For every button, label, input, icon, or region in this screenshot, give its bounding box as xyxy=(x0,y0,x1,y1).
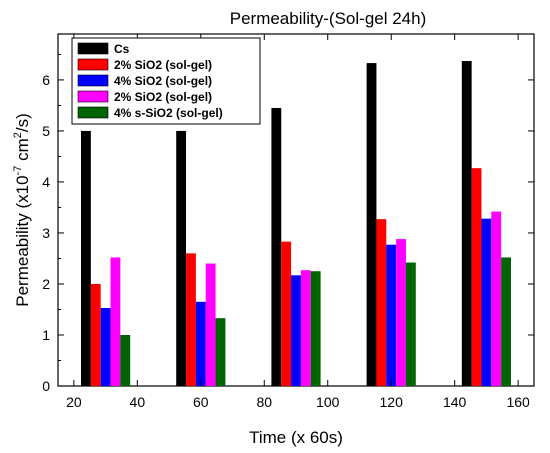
bar xyxy=(281,241,292,386)
bar xyxy=(271,107,282,387)
y-tick-label: 1 xyxy=(42,327,50,343)
bar xyxy=(300,270,311,386)
legend-label: 4% s-SiO2 (sol-gel) xyxy=(114,106,223,120)
chart-title: Permeability-(Sol-gel 24h) xyxy=(230,9,427,28)
legend-label: Cs xyxy=(114,42,130,56)
bar xyxy=(195,301,206,386)
ticks-layer: 0 1 2 3 4 5 6 20 40 60 80 100 120 140 160 xyxy=(42,34,534,410)
bar xyxy=(176,130,187,386)
legend-swatch xyxy=(77,42,109,55)
y-axis-label: Permeability (x10-7 cm2/s) xyxy=(12,113,32,307)
bar xyxy=(90,283,101,386)
bar xyxy=(461,61,472,386)
x-tick-label: 20 xyxy=(66,394,82,410)
y-tick-label: 2 xyxy=(42,276,50,292)
bar xyxy=(491,211,502,386)
bar xyxy=(501,257,511,386)
y-tick-label: 6 xyxy=(42,72,50,88)
x-tick-label: 60 xyxy=(193,394,209,410)
legend: Cs 2% SiO2 (sol-gel) 4% SiO2 (sol-gel) 2% S… xyxy=(71,37,261,125)
bar xyxy=(215,318,226,386)
x-tick-label: 120 xyxy=(380,394,404,410)
legend-swatch xyxy=(77,90,109,103)
x-tick-label: 140 xyxy=(443,394,467,410)
bar xyxy=(186,253,196,386)
bar xyxy=(310,271,321,386)
bar xyxy=(405,262,416,386)
bar xyxy=(110,257,121,386)
x-tick-label: 80 xyxy=(256,394,272,410)
bar xyxy=(376,219,387,386)
y-tick-label: 0 xyxy=(42,378,50,394)
y-tick-label: 3 xyxy=(42,225,50,241)
x-tick-label: 40 xyxy=(130,394,146,410)
bar xyxy=(291,275,301,386)
bar xyxy=(386,244,397,386)
bar xyxy=(471,168,482,386)
legend-swatch xyxy=(77,74,109,87)
x-tick-label: 160 xyxy=(506,394,530,410)
x-axis-label: Time (x 60s) xyxy=(249,428,343,447)
legend-label: 2% SiO2 (sol-gel) xyxy=(114,58,212,72)
bar xyxy=(366,63,377,387)
x-tick-label: 100 xyxy=(316,394,340,410)
bars-layer xyxy=(81,61,511,387)
bar xyxy=(120,334,131,386)
legend-swatch xyxy=(77,58,109,71)
legend-label: 4% SiO2 (sol-gel) xyxy=(114,74,212,88)
bar xyxy=(100,307,111,386)
legend-swatch xyxy=(77,106,109,119)
bar xyxy=(396,239,406,386)
bar xyxy=(481,218,492,386)
y-tick-label: 5 xyxy=(42,123,50,139)
bar xyxy=(205,263,216,386)
legend-label: 2% SiO2 (sol-gel) xyxy=(114,90,212,104)
bar xyxy=(81,130,91,386)
y-tick-label: 4 xyxy=(42,174,50,190)
